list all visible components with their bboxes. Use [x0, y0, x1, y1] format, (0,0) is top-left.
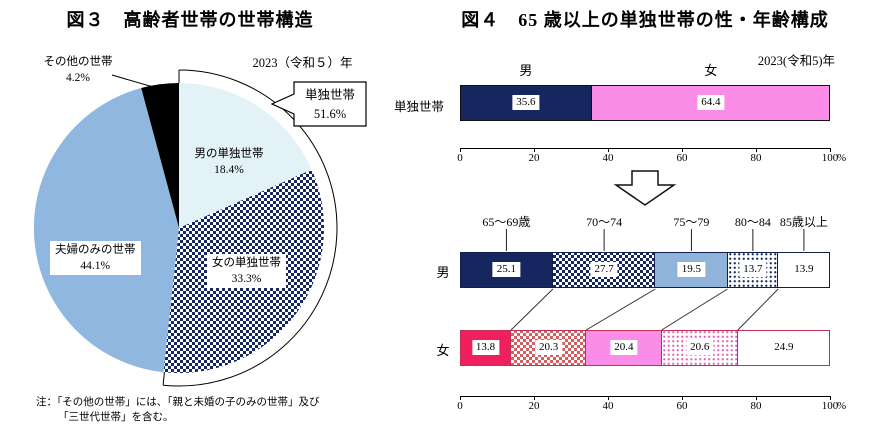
footnote-line-1: 注：「その他の世帯」には、「親と未婚の子のみの世帯」及び: [36, 397, 320, 408]
axis-tick: [460, 396, 461, 400]
pie-label-text: 夫婦のみの世帯: [55, 244, 136, 256]
pie-label-value: 18.4%: [214, 164, 244, 177]
segment-connector-line: [510, 288, 554, 331]
figure3-title: 図３ 高齢者世帯の世帯構造: [66, 10, 314, 30]
axis-tick-label: 80: [750, 400, 762, 412]
axis-tick: [682, 148, 683, 152]
axis-tick: [830, 396, 831, 400]
axis-unit-label: %: [837, 152, 847, 164]
axis-tick: [682, 396, 683, 400]
callout-value: 51.6%: [313, 106, 347, 121]
pie-annotations-group: [111, 74, 367, 127]
other-households-leader-line: [111, 74, 161, 90]
bar-value: 25.1: [492, 262, 521, 277]
axis-tick: [608, 396, 609, 400]
figure3-year-label: 2023（令和５）年: [252, 56, 353, 70]
down-arrow-icon: [613, 170, 677, 206]
row-label-single-household: 単独世帯: [394, 100, 445, 114]
pie-slice-4: [141, 82, 179, 228]
axis-tick: [830, 148, 831, 152]
pie-label-other-households: その他の世帯 4.2%: [22, 54, 134, 86]
single-household-callout-arrow: [270, 81, 367, 127]
pie-slice-3: [33, 88, 179, 373]
pie-label-couple-only: 夫婦のみの世帯 44.1%: [50, 241, 141, 276]
pie-slices-group: [33, 69, 338, 387]
topbar-gender-label: 女: [704, 63, 718, 78]
axis-line: [460, 148, 830, 149]
age-category-label: 70～74: [586, 215, 623, 229]
single-household-ring-arc: [163, 69, 338, 387]
axis-tick-label: 0: [457, 152, 463, 164]
figure3-pie-chart: 図３ 高齢者世帯の世帯構造 2023（令和５）年 男の単独世帯 18.4% 女の…: [0, 0, 420, 436]
age-category-label: 85歳以上: [779, 215, 828, 229]
pie-label-value: 44.1%: [80, 260, 111, 273]
age-category-label: 75～79: [673, 215, 710, 229]
axis-tick-label: 100: [821, 152, 839, 164]
bar-value: 27.7: [590, 262, 618, 277]
topbar-value: 64.4: [697, 95, 725, 110]
topbar-value: 35.6: [512, 95, 540, 110]
axis-tick: [460, 148, 461, 152]
pie-label-male-single: 男の単独世帯 18.4%: [168, 146, 290, 178]
axis-tick: [534, 148, 535, 152]
axis-tick: [756, 396, 757, 400]
pie-label-text: 女の単独世帯: [212, 257, 281, 269]
axis-tick-label: 0: [457, 400, 463, 412]
axis-line: [460, 396, 830, 397]
pie-label-female-single: 女の単独世帯 33.3%: [207, 254, 286, 289]
pie-slice-1: [179, 83, 312, 228]
age-category-label: 80～84: [734, 215, 771, 229]
topbar-gender-label: 男: [519, 63, 533, 78]
axis-tick: [608, 148, 609, 152]
segment-connector-line: [661, 288, 728, 331]
row-label-women: 女: [436, 343, 450, 358]
bar-value: 20.4: [610, 340, 638, 355]
figure3-footnote: 注：「その他の世帯」には、「親と未婚の子のみの世帯」及び 「三世代世帯」を含む。: [36, 396, 320, 425]
pie-label-text: その他の世帯: [43, 56, 113, 68]
axis-tick-label: 20: [528, 152, 540, 164]
axis-tick-label: 40: [602, 152, 614, 164]
segment-connector-line: [737, 288, 779, 331]
bar-value: 13.7: [739, 262, 767, 277]
axis-tick-label: 20: [528, 400, 540, 412]
axis-tick-label: 40: [602, 400, 614, 412]
axis-tick-label: 60: [676, 152, 688, 164]
figure4-bar-charts: 図４ 65 歳以上の単独世帯の性・年齢構成 2023(令和5)年 単独世帯 男 …: [380, 0, 870, 436]
axis-tick-label: 100: [821, 400, 839, 412]
segment-connector-line: [585, 288, 656, 331]
axis-tick: [534, 396, 535, 400]
axis-unit-label: %: [837, 400, 847, 412]
single-household-callout: 単独世帯 51.6%: [294, 86, 366, 124]
bar-value: 13.9: [790, 262, 818, 277]
figure4-year-label: 2023(令和5)年: [757, 54, 835, 68]
bar-segment: [511, 330, 587, 366]
bar-value: 19.5: [677, 262, 706, 277]
bar-value: 24.9: [770, 340, 798, 355]
axis-tick: [756, 148, 757, 152]
bar-value: 20.3: [534, 340, 563, 355]
pie-label-value: 4.2%: [66, 72, 90, 85]
bar-value: 20.6: [686, 340, 714, 355]
bar-value: 13.8: [471, 340, 500, 355]
figure4-title: 図４ 65 歳以上の単独世帯の性・年齢構成: [461, 10, 829, 30]
pie-label-text: 男の単独世帯: [194, 148, 264, 160]
row-label-men: 男: [436, 265, 450, 280]
axis-tick-label: 60: [676, 400, 688, 412]
callout-label: 単独世帯: [304, 88, 355, 102]
pie-label-value: 33.3%: [231, 273, 262, 286]
ring-boundary-1: [162, 372, 165, 386]
axis-tick-label: 80: [750, 152, 762, 164]
age-category-label: 65～69歳: [482, 215, 531, 229]
footnote-line-2: 「三世代世帯」を含む。: [58, 411, 174, 423]
